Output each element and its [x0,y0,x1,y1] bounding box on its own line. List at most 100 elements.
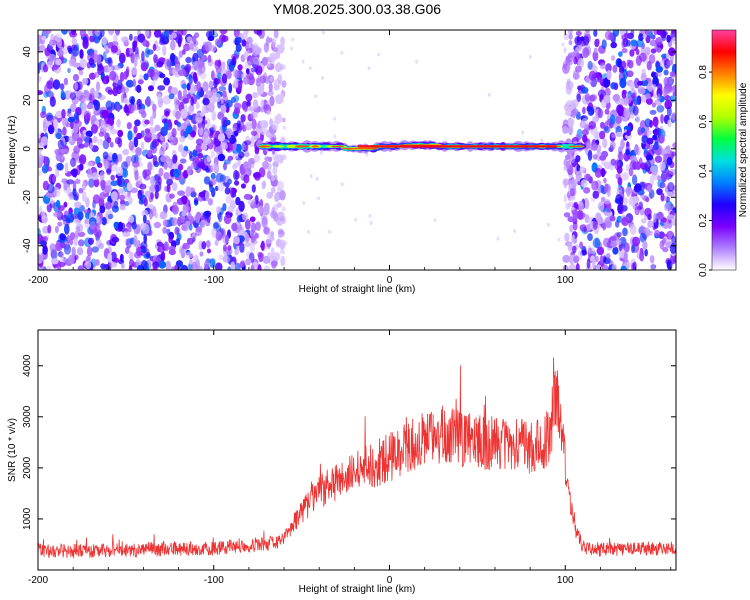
heatmap-cell [189,43,194,51]
heatmap-cell [133,251,142,259]
heatmap-cell [243,50,249,60]
heatmap-cell [628,167,634,177]
heatmap-cell [172,205,179,215]
heatmap-cell [97,138,104,146]
heatmap-cell [236,215,243,223]
heatmap-cell [626,59,631,67]
heatmap-cell [208,198,213,206]
heatmap-cell [605,63,612,73]
heatmap-cell [280,154,287,161]
heatmap-cell [239,242,245,253]
heatmap-cell [214,38,222,47]
heatmap-cell [597,108,603,119]
heatmap-cell [572,210,579,220]
heatmap-cell [46,265,52,270]
heatmap-cell [641,127,645,134]
heatmap-cell [116,104,121,113]
colorbar-gradient [711,29,737,271]
heatmap-cell [654,229,660,237]
heatmap-cell [137,79,144,85]
heatmap-y-tick-label: 40 [22,46,33,58]
heatmap-cell [655,37,663,46]
heatmap-cell [94,30,101,37]
heatmap-cell [70,103,77,113]
heatmap-cell [210,172,216,180]
heatmap-cell [271,175,275,182]
heatmap-cell [583,226,587,233]
heatmap-cell [290,46,294,51]
heatmap-cell [645,30,649,36]
heatmap-cell [652,116,659,128]
heatmap-cell [587,247,596,254]
heatmap-cell [167,119,172,128]
heatmap-cell [589,94,596,103]
heatmap-cell [623,32,632,38]
heatmap-cell [588,120,596,130]
heatmap-cell [147,69,155,78]
heatmap-cell [663,203,672,212]
heatmap-cell [270,231,275,237]
heatmap-cell [250,136,255,143]
heatmap-cell [190,96,195,107]
heatmap-cell [669,168,676,176]
heatmap-cell [40,111,47,119]
heatmap-cell [136,84,142,94]
heatmap-cell [656,188,663,196]
heatmap-cell [276,180,284,191]
heatmap-cell [61,148,69,154]
heatmap-cell [54,225,59,234]
heatmap-cell [623,197,628,206]
heatmap-cell [177,263,185,270]
heatmap-cell [669,95,676,103]
heatmap-cell [254,112,259,118]
heatmap-cell [176,121,182,128]
heatmap-cell [38,34,43,45]
heatmap-cell [654,155,663,163]
heatmap-cell [74,82,79,91]
heatmap-cell [117,79,123,91]
heatmap-cell [259,120,268,128]
heatmap-cell [234,170,240,180]
heatmap-cell [178,50,184,58]
heatmap-cell [207,54,212,63]
heatmap-cell [245,234,250,243]
heatmap-cell [609,140,616,151]
heatmap-cell [185,56,192,64]
heatmap-cell [641,79,649,87]
heatmap-cell [251,130,258,136]
heatmap-cell [73,145,81,154]
heatmap-cell [219,30,228,35]
heatmap-cell [81,191,87,202]
heatmap-cell [236,143,242,153]
heatmap-cell [603,199,611,205]
heatmap-cell [563,33,570,41]
heatmap-cell [59,251,65,259]
heatmap-cell [616,231,622,238]
heatmap-cell [260,106,265,113]
heatmap-cell [64,162,69,174]
heatmap-cell [198,191,205,198]
heatmap-cell [218,234,222,241]
heatmap-cell [38,252,44,264]
heatmap-cell [65,122,71,128]
heatmap-cell [591,258,596,269]
heatmap-cell [270,186,276,194]
heatmap-cell [66,110,72,117]
heatmap-cell [124,194,130,200]
heatmap-cell [65,217,71,223]
heatmap-cell [222,244,227,252]
heatmap-cell [629,49,635,57]
heatmap-cell [108,30,115,36]
heatmap-cell [333,116,336,121]
heatmap-cell [606,202,612,213]
heatmap-cell [99,192,106,200]
heatmap-cell [80,102,87,111]
heatmap-cell [232,56,237,62]
heatmap-cell [648,77,652,87]
heatmap-x-tick-label: 100 [557,275,574,286]
heatmap-cell [594,38,600,48]
heatmap-cell [88,178,95,188]
heatmap-cell [615,220,620,228]
heatmap-cell [259,199,264,208]
heatmap-cell [572,221,578,231]
